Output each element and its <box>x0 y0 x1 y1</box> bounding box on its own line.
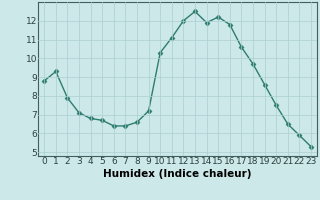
X-axis label: Humidex (Indice chaleur): Humidex (Indice chaleur) <box>103 169 252 179</box>
